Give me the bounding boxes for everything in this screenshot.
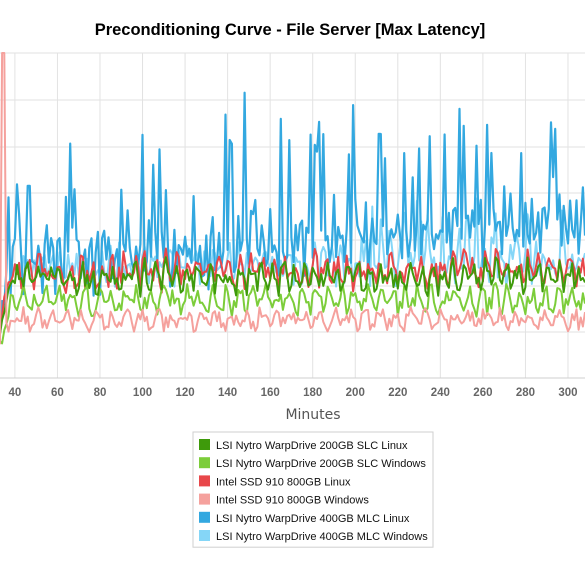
legend-swatch (199, 493, 210, 505)
x-tick-label: 100 (133, 387, 152, 399)
legend-swatch (199, 457, 210, 469)
series-line (0, 282, 585, 345)
x-tick-label: 160 (261, 387, 280, 399)
legend[interactable]: LSI Nytro WarpDrive 200GB SLC Linux LSI N… (192, 431, 434, 548)
series-line (0, 52, 585, 345)
legend-label: LSI Nytro WarpDrive 400GB MLC Windows (216, 531, 428, 543)
x-tick-label: 60 (51, 387, 64, 399)
legend-swatch (199, 439, 210, 450)
series-line (0, 256, 585, 335)
legend-label: LSI Nytro WarpDrive 400GB MLC Linux (216, 513, 410, 525)
x-tick-label: 280 (516, 387, 535, 399)
x-tick-label: 40 (8, 387, 21, 399)
legend-swatch (199, 530, 210, 541)
legend-item[interactable]: LSI Nytro WarpDrive 400GB MLC Linux (199, 511, 410, 525)
legend-label: LSI Nytro WarpDrive 200GB SLC Linux (216, 440, 408, 452)
x-tick-label: 200 (346, 387, 365, 399)
legend-item[interactable]: Intel SSD 910 800GB Linux (199, 475, 351, 488)
x-axis-ticks: 40 60 80 100 120 140 160 180 200 220 240 260 280 300 (8, 387, 577, 399)
x-tick-label: 300 (558, 387, 577, 399)
legend-label: Intel SSD 910 800GB Windows (216, 495, 369, 507)
series-line (0, 91, 585, 328)
x-tick-label: 240 (431, 387, 450, 399)
legend-swatch (199, 475, 210, 487)
x-tick-label: 140 (218, 387, 237, 399)
legend-item[interactable]: LSI Nytro WarpDrive 200GB SLC Linux (199, 439, 408, 452)
chart-title: Preconditioning Curve - File Server [Max… (95, 21, 486, 39)
legend-box (192, 431, 434, 548)
series-lines (0, 52, 585, 345)
x-tick-label: 260 (473, 387, 492, 399)
legend-item[interactable]: LSI Nytro WarpDrive 400GB MLC Windows (199, 530, 428, 543)
x-axis-label: Minutes (285, 407, 340, 423)
x-tick-label: 180 (303, 387, 322, 399)
legend-swatch (199, 511, 210, 523)
legend-item[interactable]: Intel SSD 910 800GB Windows (199, 493, 369, 507)
x-tick-label: 120 (175, 387, 194, 399)
legend-label: Intel SSD 910 800GB Linux (216, 476, 351, 488)
x-tick-label: 80 (94, 387, 107, 399)
legend-label: LSI Nytro WarpDrive 200GB SLC Windows (216, 458, 426, 470)
x-tick-label: 220 (388, 387, 407, 399)
legend-item[interactable]: LSI Nytro WarpDrive 200GB SLC Windows (199, 457, 426, 470)
